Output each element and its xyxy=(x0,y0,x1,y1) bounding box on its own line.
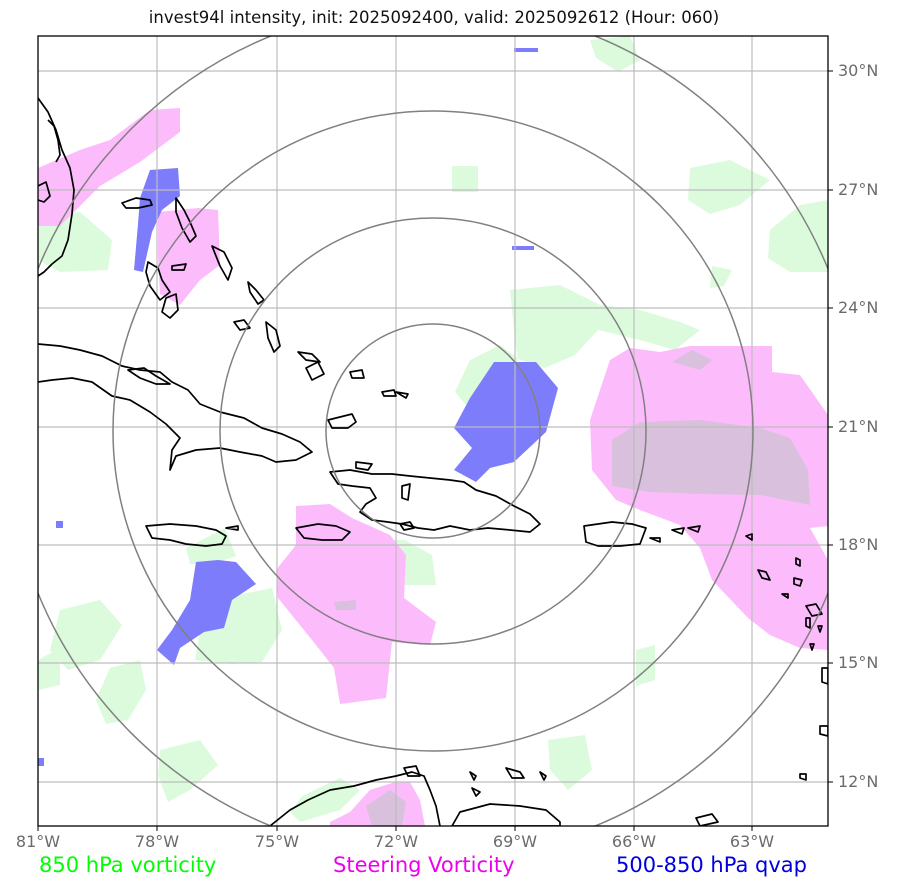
x-tick-label: 63°W xyxy=(729,832,775,851)
map-frame xyxy=(37,35,829,827)
x-tick-label: 78°W xyxy=(134,832,180,851)
legend-850-vorticity: 850 hPa vorticity xyxy=(39,853,217,877)
y-tick-label: 18°N xyxy=(838,535,879,554)
y-tick-label: 15°N xyxy=(838,653,879,672)
y-tick-label: 27°N xyxy=(838,180,879,199)
lat-lon-gridlines xyxy=(38,36,828,826)
y-tick-label: 30°N xyxy=(838,61,879,80)
y-tick-label: 21°N xyxy=(838,417,879,436)
legend-steering-vorticity: Steering Vorticity xyxy=(333,853,515,877)
legend-qvap: 500-850 hPa qvap xyxy=(616,853,807,877)
y-tick-label: 24°N xyxy=(838,298,879,317)
map-title: invest94l intensity, init: 2025092400, v… xyxy=(148,8,720,27)
axis-ticks xyxy=(37,70,833,831)
coastlines xyxy=(38,97,828,826)
x-tick-label: 69°W xyxy=(492,832,538,851)
x-tick-label: 72°W xyxy=(373,832,419,851)
x-tick-label: 75°W xyxy=(254,832,300,851)
x-tick-label: 66°W xyxy=(611,832,657,851)
x-tick-label: 81°W xyxy=(15,832,61,851)
y-tick-label: 12°N xyxy=(838,772,879,791)
range-rings xyxy=(38,36,828,826)
